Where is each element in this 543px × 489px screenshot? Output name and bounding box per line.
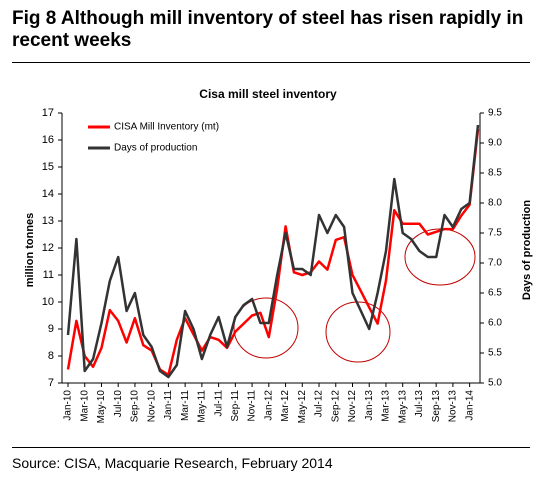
- figure-heading: Fig 8 Although mill inventory of steel h…: [12, 8, 524, 51]
- legend-label: CISA Mill Inventory (mt): [114, 122, 219, 133]
- y-axis-label: million tonnes: [24, 213, 36, 288]
- highlight-ellipse: [233, 297, 299, 359]
- y-tick-label: 14: [42, 188, 54, 200]
- x-tick-label: Sep-10: [130, 390, 141, 423]
- x-tick-label: Jul-13: [414, 390, 425, 418]
- x-tick-label: Jan-13: [364, 390, 375, 421]
- chart: Cisa mill steel inventory million tonnes…: [24, 87, 533, 424]
- y-tick-label: 16: [42, 134, 54, 146]
- x-tick-label: Jan-12: [263, 390, 274, 421]
- y2-tick-label: 6.0: [488, 318, 502, 329]
- y2-tick-label: 5.0: [488, 378, 502, 389]
- y-tick-label: 8: [48, 350, 54, 362]
- x-tick-label: Mar-13: [381, 390, 392, 422]
- x-tick-label: Sep-11: [230, 390, 241, 422]
- y2-tick-label: 7.0: [488, 258, 502, 269]
- x-tick-label: May-11: [197, 390, 208, 423]
- x-tick-label: May-13: [397, 390, 408, 424]
- x-tick-label: Jan-14: [464, 390, 475, 421]
- x-tick-label: Jul-11: [213, 390, 224, 417]
- legend-label: Days of production: [114, 143, 197, 154]
- x-tick-label: Nov-11: [247, 390, 258, 422]
- x-tick-label: Mar-10: [79, 390, 90, 422]
- rule: [12, 447, 530, 448]
- rule: [12, 62, 530, 63]
- y2-tick-label: 8.0: [488, 198, 502, 209]
- x-tick-label: Mar-11: [180, 390, 191, 421]
- highlight-ellipse: [404, 228, 476, 286]
- y-tick-label: 15: [42, 161, 54, 173]
- x-tick-label: May-12: [297, 390, 308, 424]
- y-tick-label: 9: [48, 323, 54, 335]
- x-tick-label: Jan-11: [163, 390, 174, 420]
- y2-tick-label: 8.5: [488, 168, 502, 179]
- chart-title: Cisa mill steel inventory: [199, 87, 337, 101]
- y2-tick-label: 5.5: [488, 348, 502, 359]
- x-tick-label: Jul-10: [113, 390, 124, 418]
- x-tick-label: Jul-12: [314, 390, 325, 418]
- x-tick-label: Sep-12: [330, 390, 341, 423]
- y-tick-label: 11: [43, 269, 54, 281]
- x-tick-label: Mar-12: [280, 390, 291, 422]
- y2-tick-label: 7.5: [488, 228, 502, 239]
- source-note: Source: CISA, Macquarie Research, Februa…: [12, 455, 333, 471]
- y2-tick-label: 9.0: [488, 138, 502, 149]
- series-line: [66, 124, 480, 379]
- y-tick-label: 13: [42, 215, 54, 227]
- x-tick-label: Jan-10: [63, 390, 74, 421]
- y-tick-label: 17: [42, 107, 54, 119]
- x-tick-label: May-10: [96, 390, 107, 424]
- y2-tick-label: 9.5: [488, 108, 502, 119]
- x-tick-label: Nov-10: [146, 390, 157, 423]
- x-tick-label: Sep-13: [431, 390, 442, 423]
- y2-axis-label: Days of production: [521, 200, 533, 301]
- y-tick-label: 12: [42, 242, 54, 254]
- x-tick-label: Nov-12: [347, 390, 358, 423]
- x-tick-label: Nov-13: [448, 390, 459, 423]
- y-tick-label: 10: [42, 296, 54, 308]
- y-tick-label: 7: [48, 377, 54, 389]
- series-line: [66, 129, 480, 377]
- y2-tick-label: 6.5: [488, 288, 502, 299]
